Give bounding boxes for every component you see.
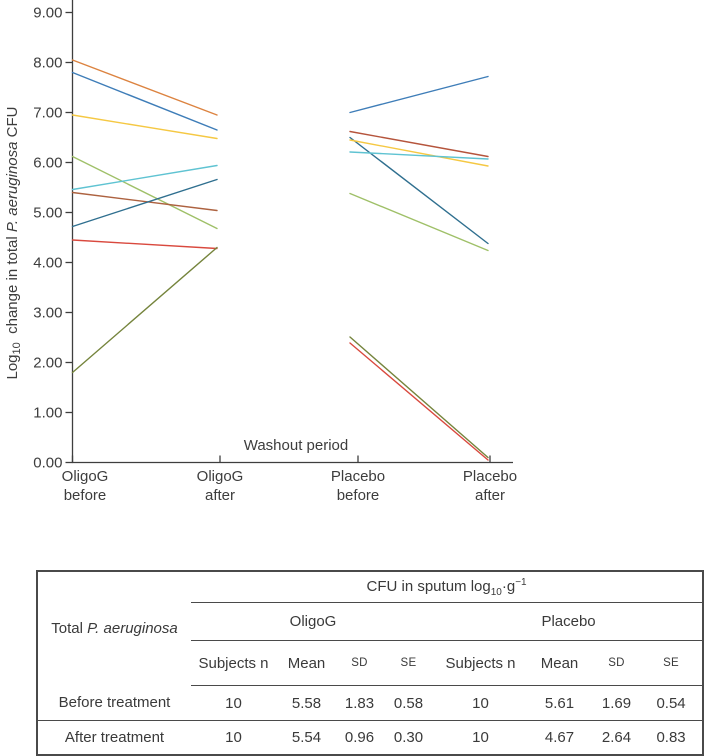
subject-line-placebo-cyan bbox=[349, 151, 489, 160]
cell: 0.83 bbox=[656, 729, 686, 746]
cell: 5.61 bbox=[526, 685, 593, 721]
cell: 1.69 bbox=[593, 685, 640, 721]
table-row: Before treatment 10 5.58 1.83 0.58 10 5.… bbox=[37, 685, 704, 721]
summary-table: Total P. aeruginosa CFU in sputum log10·… bbox=[36, 570, 705, 756]
subject-line-oligoG-olive bbox=[71, 246, 218, 374]
col-header: Mean bbox=[526, 640, 593, 686]
cell: 5.58 bbox=[276, 685, 337, 721]
cell: 2.64 bbox=[601, 729, 632, 746]
cell: 0.58 bbox=[382, 685, 435, 721]
cell: 10 bbox=[225, 729, 242, 746]
washout-annotation: Washout period bbox=[244, 437, 349, 454]
y-tick-label: 2.00 bbox=[33, 355, 62, 372]
subject-line-oligoG-orange bbox=[71, 59, 218, 116]
table-row-header: Total P. aeruginosa bbox=[51, 620, 178, 638]
x-category-label: Placebo bbox=[331, 468, 385, 485]
cell: 10 bbox=[191, 685, 276, 721]
cell: 1.83 bbox=[337, 685, 382, 721]
y-tick-label: 6.00 bbox=[33, 155, 62, 172]
table-span-header: CFU in sputum log10·g−1 bbox=[191, 571, 704, 603]
subject-line-placebo-yellow bbox=[349, 139, 489, 167]
subject-line-placebo-light_green bbox=[349, 192, 489, 252]
y-tick-label: 8.00 bbox=[33, 55, 62, 72]
col-header: SE bbox=[382, 640, 435, 686]
subject-line-oligoG-yellow bbox=[71, 114, 218, 140]
group-header-placebo: Placebo bbox=[435, 602, 704, 641]
row-label: Before treatment bbox=[37, 685, 191, 721]
col-header: SD bbox=[593, 640, 640, 686]
cell: 0.30 bbox=[393, 729, 424, 746]
y-tick-label: 3.00 bbox=[33, 305, 62, 322]
x-category-label: after bbox=[475, 487, 505, 504]
row-label: After treatment bbox=[64, 729, 165, 746]
y-tick-label: 5.00 bbox=[33, 205, 62, 222]
x-category-label: OligoG bbox=[197, 468, 244, 485]
subject-line-placebo-dark_teal bbox=[349, 136, 489, 245]
y-tick-label: 7.00 bbox=[33, 105, 62, 122]
col-header: SD bbox=[337, 640, 382, 686]
subject-line-placebo-dark_red bbox=[349, 130, 489, 158]
table-row: After treatment 10 5.54 0.96 0.30 10 4.6… bbox=[37, 721, 703, 756]
x-category-label: after bbox=[205, 487, 235, 504]
col-header: SE bbox=[640, 640, 704, 686]
cell: 10 bbox=[472, 729, 489, 746]
subject-line-oligoG-dark_teal bbox=[71, 178, 218, 228]
chart-canvas: 0.00 1.00 2.00 3.00 4.00 5.00 6.00 7.00 8.00 9.00… bbox=[4, 0, 517, 504]
col-header: Subjects n bbox=[191, 640, 276, 686]
col-header: Subjects n bbox=[435, 640, 526, 686]
cell: 4.67 bbox=[544, 729, 575, 746]
y-tick-label: 9.00 bbox=[33, 5, 62, 22]
x-category-label: Placebo bbox=[463, 468, 517, 485]
subject-line-oligoG-light_green bbox=[71, 155, 218, 230]
cell: 10 bbox=[435, 685, 526, 721]
cell: 5.54 bbox=[291, 729, 322, 746]
subject-line-placebo-red bbox=[349, 342, 489, 461]
cell: 0.96 bbox=[344, 729, 375, 746]
subject-line-oligoG-red bbox=[71, 239, 218, 250]
subject-line-oligoG-blue bbox=[71, 71, 218, 131]
y-tick-label: 1.00 bbox=[33, 405, 62, 422]
subject-line-placebo-olive bbox=[349, 336, 489, 459]
x-category-label: before bbox=[64, 487, 107, 504]
x-category-label: before bbox=[337, 487, 380, 504]
subject-line-placebo-blue bbox=[349, 75, 489, 114]
subject-line-oligoG-brown bbox=[71, 191, 218, 212]
line-chart: 0.00 1.00 2.00 3.00 4.00 5.00 6.00 7.00 8.00 9.00… bbox=[4, 0, 517, 504]
cell: 0.54 bbox=[640, 685, 704, 721]
y-tick-label: 4.00 bbox=[33, 255, 62, 272]
group-header-oligog: OligoG bbox=[191, 602, 435, 641]
y-tick-label: 0.00 bbox=[33, 455, 62, 472]
col-header: Mean bbox=[276, 640, 337, 686]
subject-line-oligoG-cyan bbox=[71, 164, 218, 191]
x-category-label: OligoG bbox=[62, 468, 109, 485]
y-axis-title: Log10 change in total P. aeruginosa CFU bbox=[4, 106, 23, 379]
